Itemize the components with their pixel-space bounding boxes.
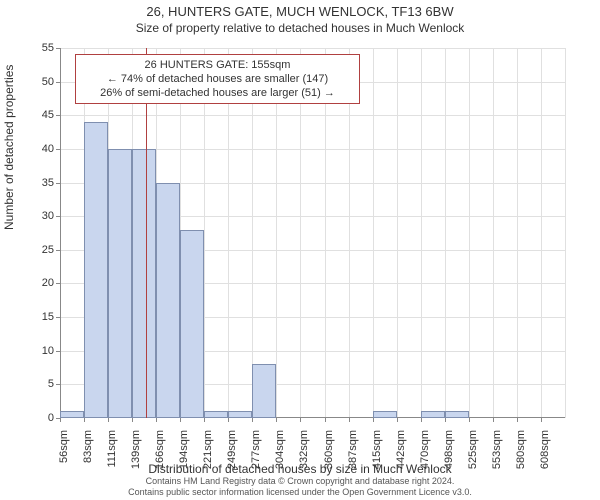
x-tick-label: 249sqm (226, 430, 238, 469)
x-tick-label: 221sqm (202, 430, 214, 469)
x-tick-label: 139sqm (130, 430, 142, 469)
bar (204, 411, 228, 418)
x-tick-label: 442sqm (395, 430, 407, 469)
x-tick-label: 387sqm (347, 430, 359, 469)
bar (60, 411, 84, 418)
bar (180, 230, 204, 418)
x-tick-label: 166sqm (154, 430, 166, 469)
footer-text: Contains HM Land Registry data © Crown c… (0, 476, 600, 498)
chart-container: 26, HUNTERS GATE, MUCH WENLOCK, TF13 6BW… (0, 0, 600, 500)
bar (252, 364, 276, 418)
y-tick-label: 0 (24, 412, 54, 424)
bar (228, 411, 252, 418)
y-tick-label: 45 (24, 109, 54, 121)
x-tick-label: 525sqm (467, 430, 479, 469)
y-tick-label: 30 (24, 210, 54, 222)
callout-line2: ← 74% of detached houses are smaller (14… (82, 72, 353, 86)
x-tick-label: 360sqm (323, 430, 335, 469)
bar (421, 411, 445, 418)
bar (108, 149, 132, 418)
callout-line3: 26% of semi-detached houses are larger (… (82, 86, 353, 100)
y-tick-label: 25 (24, 244, 54, 256)
x-tick-label: 56sqm (58, 430, 70, 463)
x-tick-label: 194sqm (178, 430, 190, 469)
y-tick-label: 20 (24, 277, 54, 289)
y-axis-title: Number of detached properties (2, 65, 16, 230)
x-tick-label: 580sqm (515, 430, 527, 469)
callout-box: 26 HUNTERS GATE: 155sqm ← 74% of detache… (75, 54, 360, 104)
chart-title: 26, HUNTERS GATE, MUCH WENLOCK, TF13 6BW (0, 0, 600, 19)
y-tick-label: 35 (24, 177, 54, 189)
y-tick-label: 50 (24, 76, 54, 88)
y-tick-label: 5 (24, 378, 54, 390)
callout-line1: 26 HUNTERS GATE: 155sqm (82, 58, 353, 72)
bar (84, 122, 108, 418)
x-tick-label: 304sqm (274, 430, 286, 469)
x-tick-label: 111sqm (106, 430, 118, 468)
y-tick-label: 40 (24, 143, 54, 155)
y-tick-label: 55 (24, 42, 54, 54)
y-tick-label: 15 (24, 311, 54, 323)
x-tick-label: 470sqm (419, 430, 431, 469)
bar (373, 411, 397, 418)
x-tick-label: 415sqm (371, 430, 383, 469)
bar (156, 183, 180, 418)
x-tick-label: 332sqm (298, 430, 310, 469)
x-tick-label: 277sqm (250, 430, 262, 469)
footer-line2: Contains public sector information licen… (0, 487, 600, 498)
y-tick-label: 10 (24, 345, 54, 357)
bar (445, 411, 469, 418)
plot-area: 26 HUNTERS GATE: 155sqm ← 74% of detache… (60, 48, 565, 418)
x-tick-label: 553sqm (491, 430, 503, 469)
chart-subtitle: Size of property relative to detached ho… (0, 21, 600, 35)
x-tick-label: 608sqm (539, 430, 551, 469)
x-tick-label: 83sqm (82, 430, 94, 463)
bar (132, 149, 156, 418)
footer-line1: Contains HM Land Registry data © Crown c… (0, 476, 600, 487)
x-tick-label: 498sqm (443, 430, 455, 469)
